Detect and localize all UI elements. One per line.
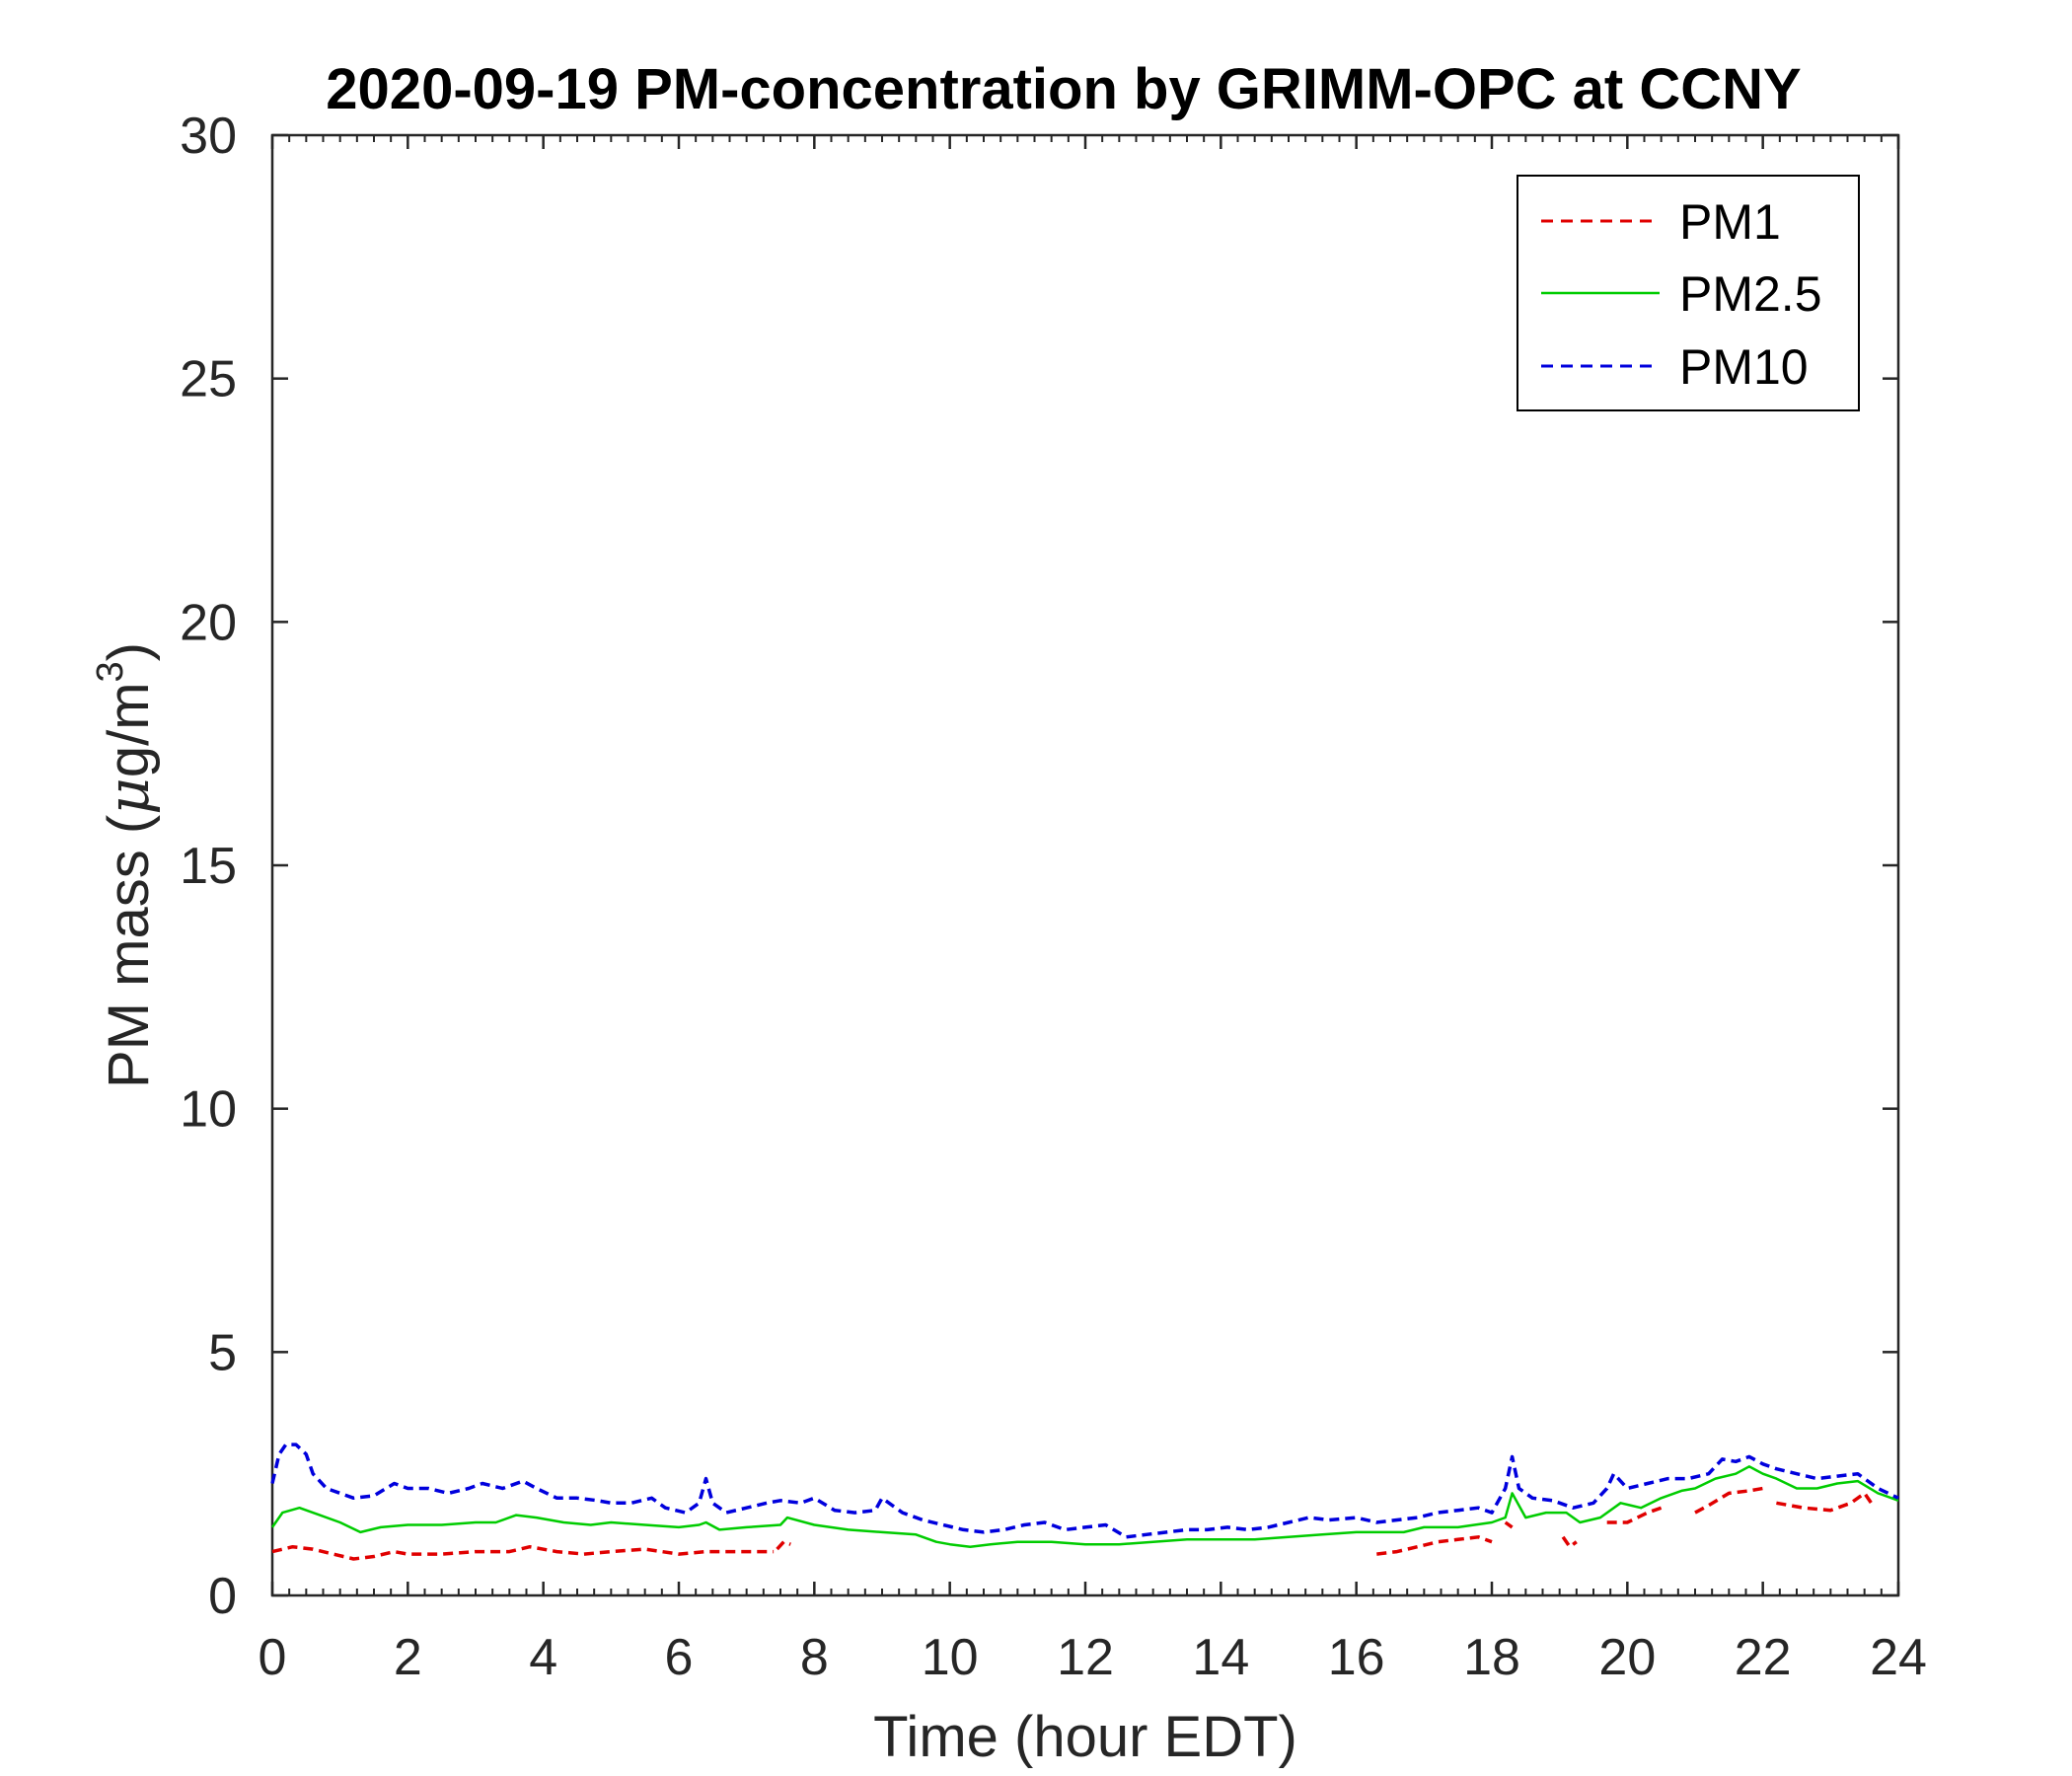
series-lines — [270, 1443, 1899, 1561]
axis-ticks — [270, 133, 1900, 1597]
series-line-pm1 — [1694, 1486, 1763, 1515]
y-axis-label-close: ) — [97, 642, 161, 661]
y-tick-label: 5 — [208, 1324, 237, 1381]
legend-label-pm25: PM2.5 — [1679, 266, 1822, 322]
y-tick-labels: 0 5 10 15 20 25 30 — [180, 108, 237, 1625]
x-tick-label: 10 — [922, 1629, 979, 1686]
y-tick-label: 20 — [180, 594, 237, 651]
series-line-pm1 — [1504, 1520, 1514, 1529]
series-line-pm1 — [1376, 1535, 1493, 1556]
x-tick-labels: 0 2 4 6 8 10 12 14 16 18 20 22 24 — [259, 1629, 1927, 1686]
y-axis-label-mu: μ — [95, 777, 162, 815]
chart-title: 2020-09-19 PM-concentration by GRIMM-OPC… — [326, 57, 1801, 121]
series-line-pm25 — [270, 1465, 1899, 1548]
y-axis-label-sup: 3 — [90, 661, 131, 682]
x-tick-label: 14 — [1192, 1629, 1249, 1686]
legend-label-pm10: PM10 — [1679, 339, 1809, 395]
y-tick-label: 10 — [180, 1081, 237, 1139]
x-tick-label: 20 — [1598, 1629, 1656, 1686]
x-tick-label: 2 — [394, 1629, 422, 1686]
series-line-pm10 — [270, 1443, 1899, 1539]
legend: PM1 PM2.5 PM10 — [1517, 175, 1860, 411]
x-tick-label: 22 — [1735, 1629, 1792, 1686]
x-tick-label: 8 — [800, 1629, 829, 1686]
series-line-pm1 — [1606, 1506, 1663, 1524]
x-tick-label: 6 — [665, 1629, 694, 1686]
x-tick-label: 24 — [1870, 1629, 1927, 1686]
x-tick-label: 18 — [1463, 1629, 1520, 1686]
y-tick-label: 30 — [180, 108, 237, 165]
x-tick-label: 0 — [259, 1629, 287, 1686]
x-axis-label: Time (hour EDT) — [873, 1705, 1297, 1769]
series-line-pm1 — [271, 1544, 775, 1561]
y-axis-label-main: PM mass ( — [97, 815, 161, 1088]
legend-label-pm1: PM1 — [1679, 194, 1781, 250]
series-line-pm1 — [776, 1539, 791, 1551]
y-tick-label: 0 — [208, 1568, 237, 1625]
x-tick-label: 16 — [1328, 1629, 1385, 1686]
x-tick-label: 4 — [529, 1629, 557, 1686]
series-line-pm1 — [1776, 1491, 1873, 1513]
y-tick-label: 15 — [180, 838, 237, 895]
y-axis-label: PM mass (μg/m3) — [90, 642, 162, 1088]
y-axis-label-unit: g/m — [97, 682, 161, 777]
series-line-pm1 — [1561, 1535, 1578, 1549]
y-tick-label: 25 — [180, 351, 237, 408]
x-tick-label: 12 — [1057, 1629, 1114, 1686]
